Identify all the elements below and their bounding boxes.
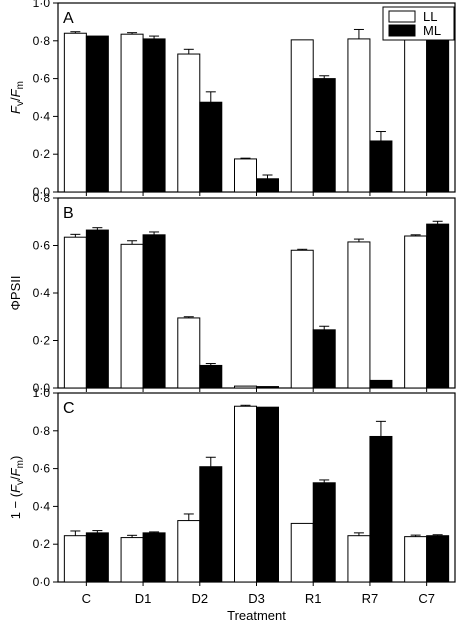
bar-LL-R7-A [347, 38, 371, 193]
x-category-label-D2: D2 [191, 591, 208, 606]
y-tick-label-A: 0·4 [33, 109, 51, 123]
y-tick-label-C: 0·6 [33, 462, 51, 476]
y-axis-title-part: v [15, 480, 26, 485]
bar-LL-C7-A [404, 31, 428, 193]
y-tick-label-B: 0·2 [33, 334, 51, 348]
bar-LL-R7-C [347, 535, 371, 583]
bar-ML-D3-C [256, 406, 279, 583]
y-tick-label-A: 0·6 [33, 72, 51, 86]
bar-LL-D2-C [177, 520, 201, 583]
y-axis-title-part: F [8, 105, 23, 114]
bar-LL-C-A [63, 32, 87, 193]
y-axis-title-part: F [8, 484, 23, 493]
y-axis-title-C: 1 − (Fv/Fm) [8, 456, 26, 520]
bar-ML-R1-C [312, 482, 336, 583]
bar-LL-D1-C [120, 537, 144, 583]
panel-letter-B: B [63, 205, 74, 222]
bar-LL-R1-A [290, 39, 314, 193]
x-category-label-R1: R1 [305, 591, 322, 606]
bar-LL-C-B [63, 236, 87, 389]
y-tick-label-A: 0·8 [33, 34, 51, 48]
bar-ML-R1-A [312, 78, 336, 193]
y-tick-label-B: 0·0 [33, 381, 51, 395]
legend-swatch-LL [388, 10, 416, 23]
bar-ML-C7-C [426, 535, 450, 583]
legend-swatch-ML [388, 24, 416, 37]
y-tick-label-A: 0·2 [33, 147, 51, 161]
bar-ML-D3-B [256, 386, 279, 389]
bar-ML-C-B [85, 229, 109, 389]
panel-letter-C: C [63, 400, 75, 417]
y-tick-label-C: 1·0 [33, 386, 51, 400]
bar-ML-D1-A [142, 38, 166, 193]
bar-LL-R1-B [290, 249, 314, 389]
bar-ML-C7-B [426, 223, 450, 389]
bar-LL-C7-B [404, 235, 428, 389]
y-axis-title-part: / [8, 97, 23, 101]
legend-label-ML: ML [423, 23, 441, 38]
bar-ML-D1-B [142, 234, 166, 389]
x-category-label-C: C [82, 591, 91, 606]
y-tick-label-B: 0·4 [33, 286, 51, 300]
bar-LL-D1-A [120, 33, 144, 193]
bar-LL-D3-C [234, 405, 257, 583]
y-axis-title-part: F [8, 467, 23, 476]
bar-ML-R7-A [369, 140, 393, 193]
bar-ML-D2-B [199, 364, 223, 389]
bar-ML-D2-A [199, 101, 223, 193]
y-tick-label-B: 0·6 [33, 239, 51, 253]
y-axis-title-part: 1 − ( [8, 492, 23, 519]
y-tick-label-C: 0·2 [33, 537, 51, 551]
x-axis-title: Treatment [227, 608, 286, 623]
y-tick-label-C: 0·4 [33, 499, 51, 513]
x-category-label-D3: D3 [248, 591, 265, 606]
bar-ML-C-C [85, 532, 109, 583]
x-category-label-C7: C7 [418, 591, 435, 606]
bar-ML-C7-A [426, 34, 450, 193]
legend-label-LL: LL [423, 9, 437, 24]
y-axis-title-part: m [15, 81, 26, 89]
bar-LL-R1-C [290, 522, 314, 583]
panel-frame-B [57, 197, 456, 389]
y-axis-title-A: Fv/Fm [8, 81, 26, 114]
x-category-label-R7: R7 [362, 591, 379, 606]
y-axis-title-part: F [8, 88, 23, 97]
y-axis-title-part: ) [8, 456, 23, 460]
y-tick-label-C: 0·8 [33, 424, 51, 438]
bar-ML-D1-C [142, 532, 166, 583]
x-category-label-D1: D1 [135, 591, 152, 606]
y-axis-title-part: ΦPSII [8, 276, 23, 311]
bar-LL-D2-B [177, 317, 201, 389]
bar-LL-C7-C [404, 536, 428, 583]
y-tick-label-A: 0·0 [33, 185, 51, 199]
panel-letter-A: A [63, 10, 74, 27]
y-axis-title-part: / [8, 476, 23, 480]
bar-ML-R7-B [369, 379, 393, 389]
bar-LL-D2-A [177, 53, 201, 193]
y-tick-label-C: 0·0 [33, 575, 51, 589]
bar-ML-R1-B [312, 329, 336, 389]
y-axis-title-part: m [15, 460, 26, 468]
bar-LL-C-C [63, 535, 87, 583]
y-axis-title-B: ΦPSII [8, 276, 23, 311]
bar-ML-R7-C [369, 435, 393, 583]
bar-LL-D3-A [234, 158, 257, 193]
bar-ML-D3-A [256, 178, 279, 193]
bar-LL-R7-B [347, 241, 371, 389]
y-tick-label-A: 1·0 [33, 0, 51, 10]
bar-ML-D2-C [199, 466, 223, 583]
y-axis-title-part: v [15, 101, 26, 106]
bar-LL-D3-B [234, 385, 257, 389]
y-tick-label-B: 0·8 [33, 191, 51, 205]
bar-ML-C-A [85, 35, 109, 193]
bar-LL-D1-B [120, 243, 144, 389]
